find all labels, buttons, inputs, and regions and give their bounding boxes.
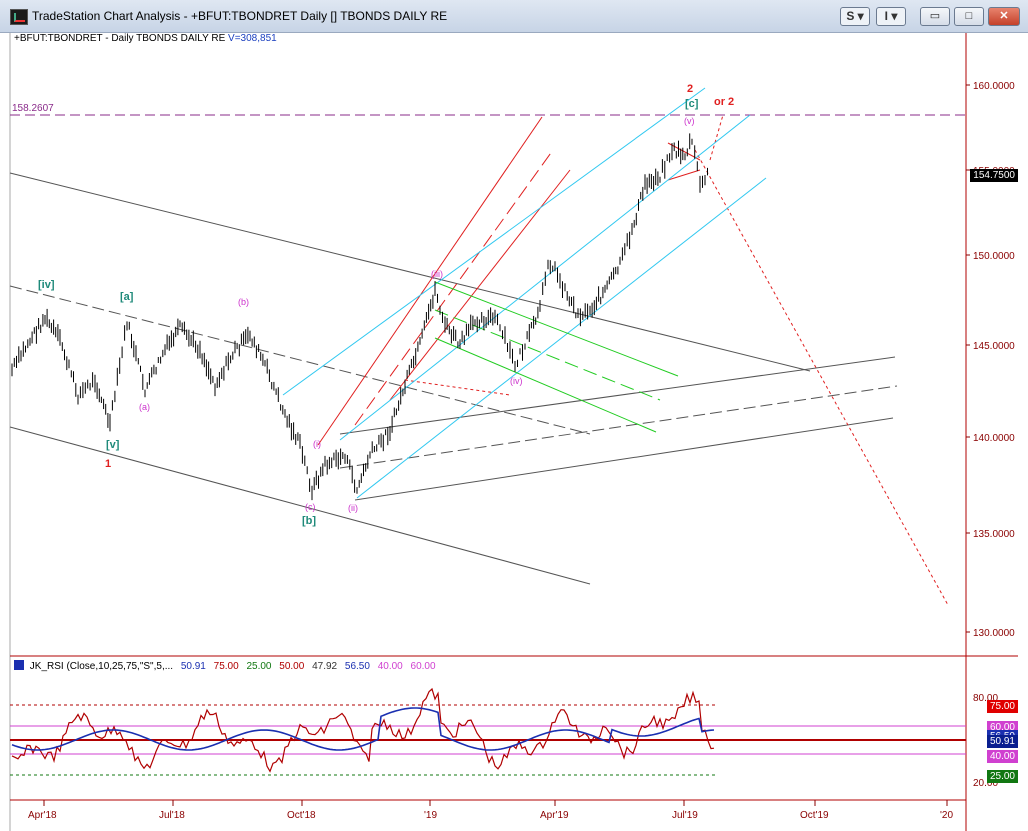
date-tick: Oct'18 bbox=[287, 810, 316, 821]
minimize-button[interactable]: ▭ bbox=[920, 7, 950, 26]
price-bars bbox=[11, 133, 708, 501]
wave-a-major-label: [a] bbox=[120, 291, 134, 303]
date-tick: Oct'19 bbox=[800, 810, 829, 821]
date-axis: Apr'18 Jul'18 Oct'18 '19 Apr'19 Jul'19 O… bbox=[28, 800, 953, 821]
price-axis: 160.0000 155.0000 150.0000 145.0000 140.… bbox=[966, 81, 1015, 789]
rsi-slow-line bbox=[11, 707, 715, 751]
close-button[interactable]: ✕ bbox=[988, 7, 1020, 26]
title-bar: TradeStation Chart Analysis - +BFUT:TBON… bbox=[0, 0, 1028, 33]
wave-iii-label: (iii) bbox=[431, 269, 443, 279]
symbol-header: +BFUT:TBONDRET - Daily TBONDS DAILY RE V… bbox=[14, 33, 277, 44]
date-tick: '19 bbox=[424, 810, 437, 821]
red-channel bbox=[317, 114, 949, 606]
wave-iv-major-label: [iv] bbox=[38, 279, 55, 291]
price-tick: 135.0000 bbox=[973, 529, 1015, 540]
price-tick: 145.0000 bbox=[973, 341, 1015, 352]
wave-v-major-label: [v] bbox=[106, 439, 120, 451]
wave-c-major-label: [c] bbox=[685, 98, 699, 110]
date-tick: Jul'19 bbox=[672, 810, 698, 821]
wave-labels: 1 2 or 2 [iv] [v] [a] [b] [c] (a) (b) (c… bbox=[38, 83, 734, 527]
rsi-tick-20: 20.00 bbox=[973, 778, 998, 789]
symbol-description: +BFUT:TBONDRET - Daily TBONDS DAILY RE bbox=[14, 33, 226, 44]
rsi-25-badge: 25.00 bbox=[986, 770, 1018, 783]
green-channel bbox=[434, 281, 679, 433]
wave-v-label: (v) bbox=[684, 116, 695, 126]
wave-iv-label: (iv) bbox=[510, 376, 523, 386]
rsi-tick-80: 80.00 bbox=[973, 693, 998, 704]
window-title: TradeStation Chart Analysis - +BFUT:TBON… bbox=[32, 9, 448, 23]
info-menu-button[interactable]: I ▾ bbox=[876, 7, 906, 26]
styles-menu-button[interactable]: S ▾ bbox=[840, 7, 870, 26]
price-tick: 150.0000 bbox=[973, 251, 1015, 262]
rsi-75-badge: 75.00 bbox=[986, 700, 1018, 713]
price-tick: 140.0000 bbox=[973, 433, 1015, 444]
date-tick: Apr'19 bbox=[540, 810, 569, 821]
rsi-value-2: 75.00 bbox=[213, 661, 239, 672]
cyan-channel bbox=[282, 87, 767, 499]
rsi-50-badge: 50.91 bbox=[986, 735, 1018, 748]
rsi-value-3: 25.00 bbox=[246, 661, 272, 672]
resistance-level-label: 158.2607 bbox=[12, 103, 54, 114]
price-tick: 160.0000 bbox=[973, 81, 1015, 92]
rsi-name: JK_RSI (Close,10,25,75,"S",5,... bbox=[29, 661, 174, 672]
rsi-value-8: 60.00 bbox=[410, 661, 436, 672]
last-price-badge: 154.7500 bbox=[970, 169, 1018, 182]
rsi-levels bbox=[10, 704, 966, 776]
rsi-indicator-icon bbox=[14, 660, 24, 670]
wave-a-minor-label: (a) bbox=[139, 402, 150, 412]
rsi-40-badge: 40.00 bbox=[986, 750, 1018, 763]
wave-or-2-label: or 2 bbox=[714, 96, 734, 108]
wave-b-major-label: [b] bbox=[302, 515, 316, 527]
rsi-fast-line bbox=[11, 687, 715, 773]
rsi-value-6: 56.50 bbox=[344, 661, 370, 672]
date-tick: Jul'18 bbox=[159, 810, 185, 821]
price-tick: 130.0000 bbox=[973, 628, 1015, 639]
rsi-header: JK_RSI (Close,10,25,75,"S",5,... 50.91 7… bbox=[14, 660, 441, 672]
rsi-value-5: 47.92 bbox=[312, 661, 338, 672]
volume-readout: V=308,851 bbox=[228, 33, 277, 44]
wave-ii-label: (ii) bbox=[348, 503, 358, 513]
rsi-value-1: 50.91 bbox=[180, 661, 206, 672]
date-tick: '20 bbox=[940, 810, 953, 821]
wave-2-label: 2 bbox=[687, 83, 693, 95]
wave-c-minor-label: (c) bbox=[305, 502, 316, 512]
wave-1-label: 1 bbox=[105, 458, 111, 470]
date-tick: Apr'18 bbox=[28, 810, 57, 821]
rsi-value-4: 50.00 bbox=[279, 661, 305, 672]
maximize-button[interactable]: □ bbox=[954, 7, 984, 26]
wave-i-label: (i) bbox=[313, 439, 321, 449]
wave-b-minor-label: (b) bbox=[238, 297, 249, 307]
tradestation-app-icon bbox=[10, 9, 28, 25]
rsi-value-7: 40.00 bbox=[377, 661, 403, 672]
gray-channels bbox=[9, 172, 898, 585]
